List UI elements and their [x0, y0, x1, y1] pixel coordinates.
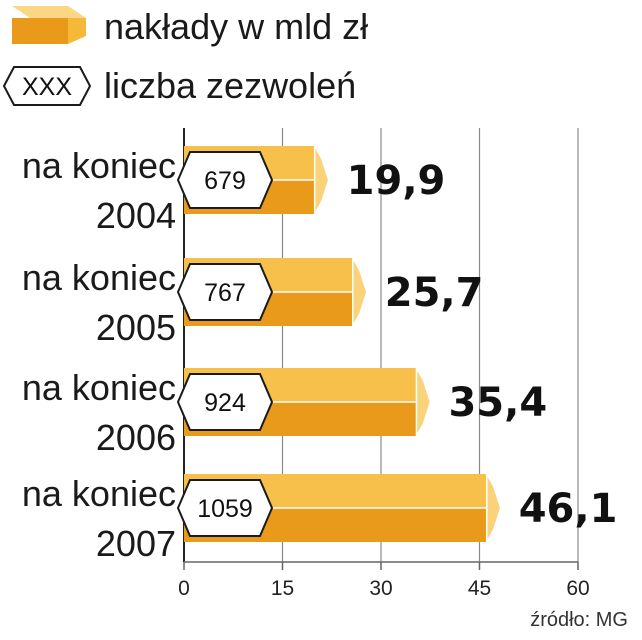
- bar-value-label: 46,1: [519, 486, 618, 532]
- bar-end-cap: [352, 255, 368, 329]
- legend-badge-symbol: XXX: [22, 73, 72, 101]
- category-label-line1: na koniec: [22, 367, 176, 408]
- count-badge-label: 924: [204, 389, 246, 417]
- bar-end-cap: [415, 365, 432, 439]
- x-tick-label: 0: [178, 577, 190, 600]
- bar-group: na koniec 2004 679 19,9: [22, 143, 446, 236]
- bar-group: na koniec 2007 1059 46,1: [22, 471, 618, 564]
- category-label-line1: na koniec: [22, 257, 176, 298]
- bar-end-cap: [313, 143, 330, 217]
- category-label-line1: na koniec: [22, 145, 176, 186]
- category-label-line2: 2004: [96, 195, 176, 236]
- legend-bar-label: nakłady w mld zł: [104, 6, 368, 47]
- source-label: źródło: MG: [530, 609, 628, 631]
- count-badge: [176, 373, 274, 431]
- x-tick-label: 30: [369, 577, 392, 600]
- category-label-line2: 2007: [96, 523, 176, 564]
- bar-group: na koniec 2006 924 35,4: [22, 365, 547, 458]
- count-badge-label: 679: [204, 167, 246, 195]
- category-label-line2: 2005: [96, 307, 176, 348]
- bars: na koniec 2004 679 19,9 na koniec 2005 767 25,7…: [22, 143, 618, 564]
- x-tick-label: 60: [566, 577, 589, 600]
- bar-end-cap: [485, 471, 502, 545]
- bar-group: na koniec 2005 767 25,7: [22, 255, 484, 348]
- category-label-line2: 2006: [96, 417, 176, 458]
- legend: nakłady w mld zł XXX liczba zezwoleń: [2, 6, 368, 106]
- count-badge: [176, 479, 274, 537]
- category-label-line1: na koniec: [22, 473, 176, 514]
- x-tick-label: 15: [271, 577, 294, 600]
- bar-value-label: 35,4: [448, 380, 547, 426]
- count-badge-label: 767: [204, 279, 246, 307]
- legend-badge-icon: XXX: [2, 66, 92, 106]
- count-badge: [176, 263, 274, 321]
- count-badge-label: 1059: [197, 495, 253, 523]
- bar-value-label: 25,7: [385, 270, 484, 316]
- bar-value-label: 19,9: [347, 158, 446, 204]
- legend-bar-swatch-icon: [12, 6, 86, 44]
- legend-badge-label: liczba zezwoleń: [104, 65, 356, 106]
- x-tick-label: 45: [468, 577, 491, 600]
- count-badge: [176, 151, 274, 209]
